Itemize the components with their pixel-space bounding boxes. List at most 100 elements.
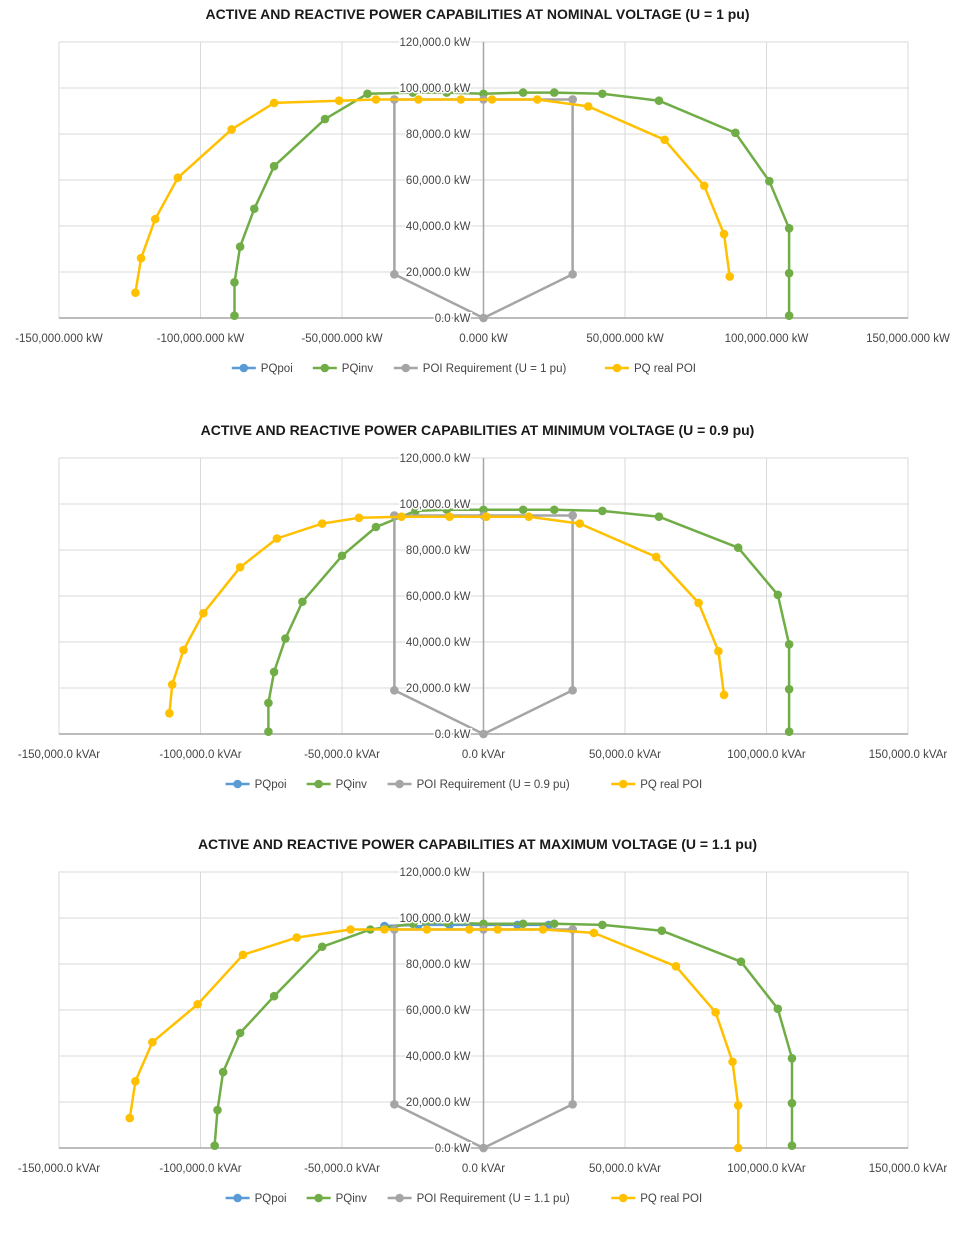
data-point — [733, 1143, 743, 1153]
y-tick-label: 100,000.0 kW — [400, 499, 471, 511]
data-point — [784, 268, 794, 278]
x-tick-label: 150,000.0 kVAr — [869, 749, 948, 761]
series-line-pqinv — [213, 921, 794, 1146]
data-point — [218, 1067, 228, 1077]
legend-item-pqpoi: PQpoi — [231, 363, 293, 375]
legend-label: PQinv — [336, 779, 368, 791]
data-point — [317, 942, 327, 952]
legend: PQpoi PQinv POI Requirement (U = 1.1 pu) PQ… — [225, 1193, 702, 1205]
chart-1: ACTIVE AND REACTIVE POWER CAPABILITIES A… — [15, 6, 950, 375]
data-point — [784, 640, 794, 649]
legend: PQpoi PQinv POI Requirement (U = 1 pu) PQ r… — [231, 363, 696, 375]
data-point — [380, 925, 389, 934]
data-point — [411, 506, 420, 516]
data-point — [125, 1113, 135, 1123]
y-tick-label: 100,000.0 kW — [400, 913, 471, 925]
legend-item-pqinv: PQinv — [306, 1193, 367, 1205]
legend-swatch-marker — [618, 1193, 628, 1203]
legend-swatch-marker — [395, 779, 404, 789]
legend-label: PQpoi — [255, 779, 287, 791]
legend-swatch-marker — [314, 779, 323, 789]
data-point — [518, 88, 528, 97]
x-tick-label: 100,000.0 kVAr — [727, 1163, 806, 1175]
data-point — [235, 1028, 245, 1038]
x-tick-label: 0.0 kVAr — [462, 749, 505, 761]
series-line-pqinv — [267, 508, 791, 732]
legend-swatch-marker — [239, 363, 249, 373]
data-point — [699, 181, 709, 191]
y-tick-label: 0.0 kW — [435, 729, 471, 741]
y-tick-label: 0.0 kW — [435, 313, 471, 325]
data-point — [390, 270, 399, 279]
legend-item-pq-real-poi: PQ real POI — [611, 779, 702, 791]
legend-swatch-marker — [401, 363, 411, 373]
chart-3: ACTIVE AND REACTIVE POWER CAPABILITIES A… — [18, 836, 948, 1205]
data-point — [179, 645, 188, 655]
data-point — [292, 933, 302, 942]
data-point — [238, 950, 248, 960]
y-tick-label: 60,000.0 kW — [406, 591, 471, 603]
legend-item-pq-real-poi: PQ real POI — [605, 363, 696, 375]
x-tick-label: -100,000.0 kVAr — [159, 749, 241, 761]
legend-label: PQpoi — [261, 363, 293, 375]
data-point — [298, 597, 307, 607]
data-point — [479, 729, 488, 739]
legend-swatch-marker — [618, 779, 628, 789]
y-tick-label: 80,000.0 kW — [406, 129, 471, 141]
data-point — [422, 925, 432, 934]
x-tick-label: 0.000 kW — [459, 333, 508, 345]
x-tick-label: -150,000.000 kW — [15, 333, 103, 345]
x-tick-label: 50,000.0 kVAr — [589, 1163, 661, 1175]
data-point — [442, 918, 452, 927]
legend-label: PQ real POI — [640, 1193, 702, 1205]
data-point — [320, 114, 330, 124]
data-point — [654, 96, 664, 105]
data-point — [575, 519, 585, 528]
y-tick-label: 120,000.0 kW — [400, 867, 471, 879]
data-point — [235, 562, 245, 572]
x-tick-label: 150,000.000 kW — [866, 333, 950, 345]
x-tick-label: 100,000.000 kW — [725, 333, 809, 345]
y-tick-label: 60,000.0 kW — [406, 1005, 471, 1017]
data-point — [465, 925, 474, 934]
data-point — [337, 551, 347, 561]
data-point — [390, 1100, 399, 1109]
data-point — [213, 1105, 222, 1115]
x-tick-label: -50,000.0 kVAr — [304, 1163, 380, 1175]
data-point — [281, 634, 290, 643]
chart-title: ACTIVE AND REACTIVE POWER CAPABILITIES A… — [201, 422, 755, 438]
x-tick-label: 0.0 kVAr — [462, 1163, 505, 1175]
data-point — [210, 1141, 219, 1150]
data-point — [173, 173, 183, 182]
data-point — [711, 1008, 720, 1017]
data-point — [784, 684, 794, 694]
series-pqinv — [210, 918, 797, 1150]
data-point — [654, 512, 664, 521]
data-point — [787, 1054, 797, 1063]
data-point — [568, 511, 577, 520]
y-tick-label: 40,000.0 kW — [406, 637, 471, 649]
legend-item-poi-requirement-u-1-1-pu: POI Requirement (U = 1.1 pu) — [387, 1193, 570, 1205]
data-point — [334, 96, 344, 105]
data-point — [773, 1004, 783, 1014]
data-point — [583, 102, 593, 111]
legend-item-pq-real-poi: PQ real POI — [611, 1193, 702, 1205]
data-point — [493, 925, 502, 934]
data-point — [408, 919, 418, 929]
data-point — [784, 311, 794, 321]
data-point — [787, 1098, 797, 1108]
data-point — [371, 95, 381, 104]
data-point — [269, 161, 279, 171]
y-tick-label: 120,000.0 kW — [400, 37, 471, 49]
legend-label: PQpoi — [255, 1193, 287, 1205]
data-point — [731, 128, 740, 138]
data-point — [733, 543, 743, 552]
data-point — [549, 88, 559, 97]
data-point — [719, 229, 729, 239]
data-point — [317, 519, 327, 528]
data-point — [660, 135, 669, 145]
legend-swatch-marker — [320, 363, 330, 373]
x-tick-label: -100,000.000 kW — [157, 333, 245, 345]
series-pqinv — [230, 88, 794, 321]
data-point — [131, 1077, 140, 1086]
